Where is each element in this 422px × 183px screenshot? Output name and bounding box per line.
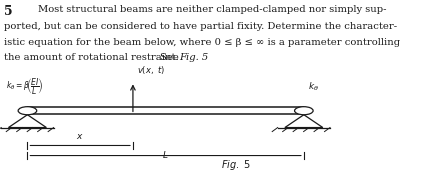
Text: Most structural beams are neither clamped-clamped nor simply sup-: Most structural beams are neither clampe… <box>38 5 387 14</box>
Text: See: See <box>160 53 182 62</box>
Text: istic equation for the beam below, where 0 ≤ β ≤ ∞ is a parameter controlling: istic equation for the beam below, where… <box>4 38 400 46</box>
Text: $k_\theta$: $k_\theta$ <box>308 81 319 93</box>
Text: ported, but can be considered to have partial fixity. Determine the character-: ported, but can be considered to have pa… <box>4 22 398 31</box>
Text: Fig. 5: Fig. 5 <box>179 53 208 62</box>
Text: $k_\theta = \beta\!\left(\!\dfrac{EI}{L}\!\right)$: $k_\theta = \beta\!\left(\!\dfrac{EI}{L}… <box>6 77 43 97</box>
Circle shape <box>295 107 313 115</box>
Text: $v(x,\ t)$: $v(x,\ t)$ <box>137 64 165 76</box>
Circle shape <box>18 107 37 115</box>
Text: $L$: $L$ <box>162 149 169 160</box>
Text: the amount of rotational restraint.: the amount of rotational restraint. <box>4 53 179 62</box>
Text: $Fig.\ 5$: $Fig.\ 5$ <box>221 158 252 172</box>
Text: $x$: $x$ <box>76 132 84 141</box>
Text: 5: 5 <box>4 5 13 18</box>
